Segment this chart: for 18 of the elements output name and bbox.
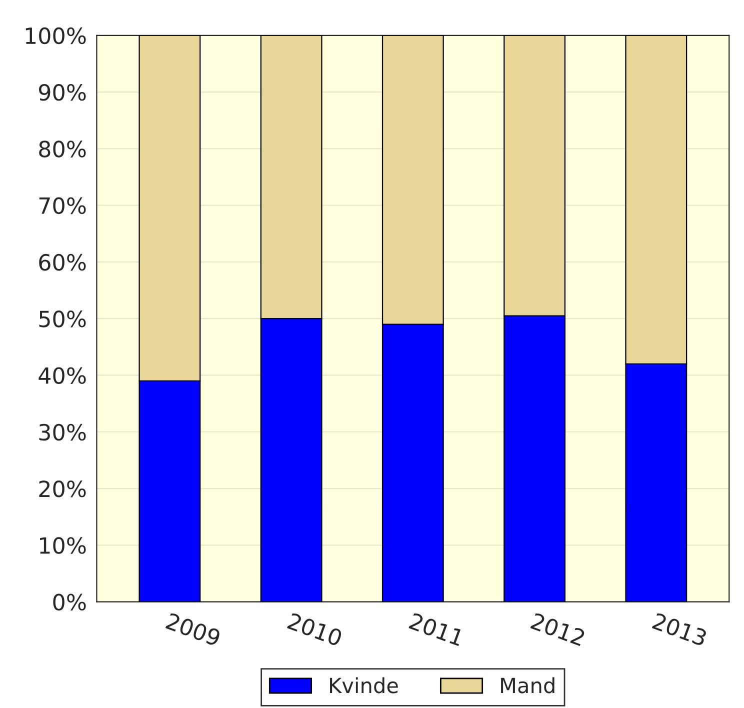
legend-label: Kvinde xyxy=(330,677,398,694)
y-tick-label: 50% xyxy=(39,310,86,328)
y-tick-label: 20% xyxy=(39,480,86,498)
y-tick-label: 10% xyxy=(40,537,86,554)
y-tick-label: 40% xyxy=(38,367,86,384)
legend-label: Mand xyxy=(501,677,554,694)
y-tick-label: 0% xyxy=(53,594,86,611)
x-tick-label: 2010 xyxy=(286,612,343,647)
y-tick-label: 70% xyxy=(39,197,86,214)
x-tick-label: 2013 xyxy=(652,612,708,646)
x-tick-label: 2011 xyxy=(408,612,464,646)
y-tick-label: 80% xyxy=(39,140,86,158)
x-tick-label: 2009 xyxy=(165,612,222,646)
x-tick-label: 2012 xyxy=(530,612,586,646)
y-tick-label: 30% xyxy=(39,424,86,441)
y-tick-label: 60% xyxy=(39,254,86,271)
y-tick-label: 90% xyxy=(39,84,86,101)
y-tick-label: 100% xyxy=(26,27,86,44)
